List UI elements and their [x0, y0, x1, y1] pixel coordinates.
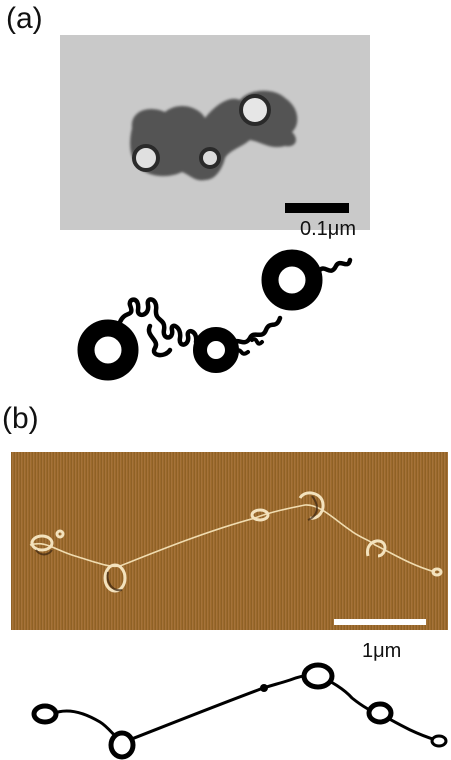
- schematic-b-ring-5: [430, 734, 448, 748]
- schematic-a-coil-middle: [229, 315, 283, 347]
- schematic-b-ring-1: [31, 703, 59, 725]
- schematic-a-coil-left-2: [146, 323, 173, 358]
- scale-bar-b-label: 1μm: [362, 640, 402, 662]
- panel-a-label: (a): [6, 2, 43, 35]
- tem-ring-2: [132, 144, 160, 172]
- schematic-a-ring-large-right: [261, 249, 323, 311]
- schematic-a-ring-large-left: [77, 319, 139, 381]
- tem-micrograph: [60, 35, 370, 230]
- schematic-b: [31, 662, 448, 760]
- schematic-a-coil-middle-2: [234, 337, 264, 356]
- scale-bar-a-label: 0.1μm: [300, 218, 356, 240]
- schematic-a-coil-right: [315, 257, 353, 275]
- afm-image: [11, 452, 448, 630]
- scale-bar-a: [285, 203, 349, 213]
- schematic-b-knot: [260, 684, 268, 692]
- schematic-b-ring-2: [108, 730, 136, 760]
- scale-bar-b: [334, 619, 426, 625]
- schematic-b-ring-3: [301, 662, 335, 690]
- schematic-b-ring-4: [366, 701, 394, 725]
- schematic-a-coil-left: [117, 297, 199, 347]
- tem-ring-1: [239, 94, 271, 126]
- afm-strand: [29, 504, 436, 573]
- schematic-a-ring-middle: [193, 327, 239, 373]
- afm-particles: [30, 491, 443, 593]
- panel-b-label: (b): [2, 402, 39, 435]
- tem-ring-3: [199, 147, 221, 169]
- schematic-a: [77, 249, 353, 381]
